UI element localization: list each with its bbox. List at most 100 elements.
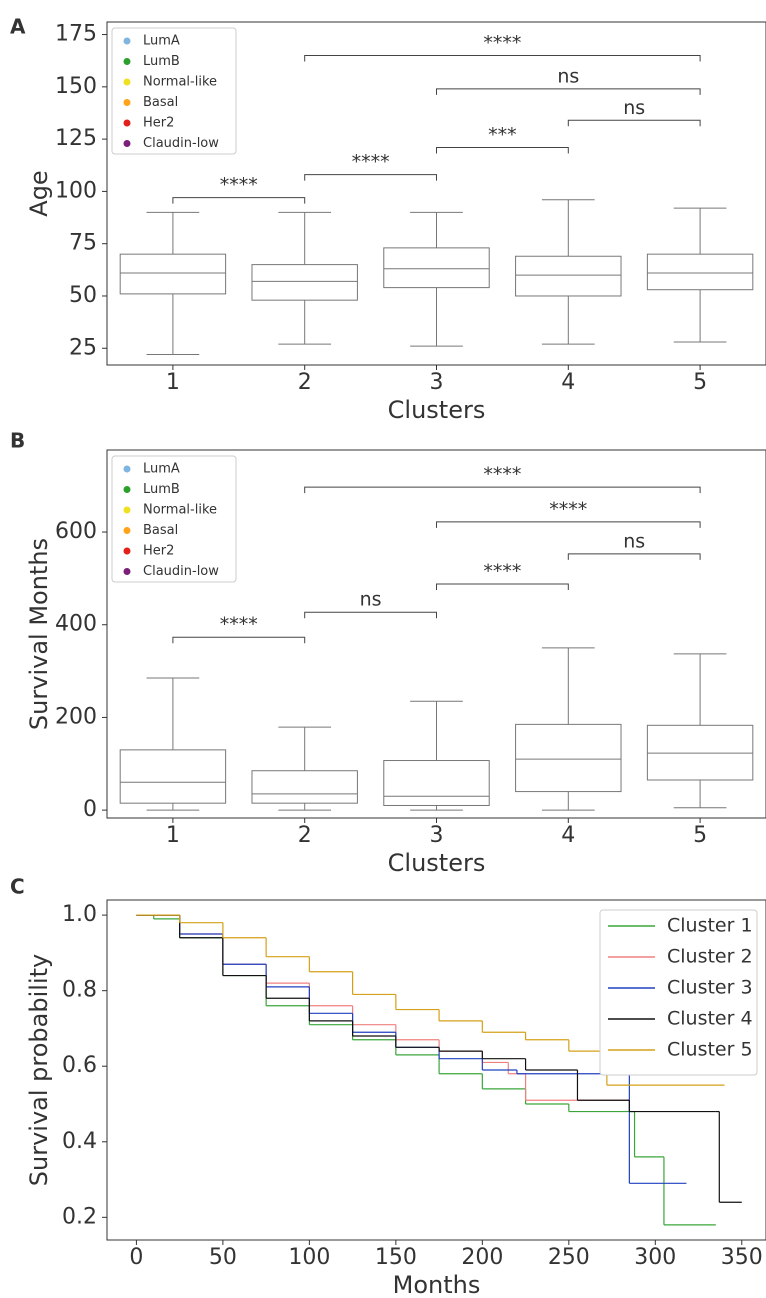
legend-marker [123, 119, 131, 127]
y-tick-label: 25 [69, 335, 97, 360]
significance-bracket [304, 611, 437, 619]
significance-bracket [304, 54, 701, 62]
panel-label: B [10, 429, 25, 453]
x-tick-label: 2 [298, 823, 312, 848]
legend-label: Basal [143, 523, 178, 538]
y-tick-label: 50 [69, 283, 97, 308]
legend-marker [123, 58, 131, 65]
x-tick-label: 100 [288, 1245, 330, 1270]
y-tick-label: 0 [83, 797, 97, 822]
x-axis-label: Clusters [388, 849, 486, 877]
significance-bracket [436, 521, 701, 528]
significance-label: ns [623, 530, 645, 552]
y-tick-label: 0.6 [62, 1053, 97, 1078]
significance-label: **** [220, 614, 258, 636]
box [251, 264, 358, 301]
legend-label: LumB [143, 482, 180, 497]
significance-label: ns [557, 65, 579, 87]
box [515, 255, 622, 297]
legend-label: Basal [143, 95, 178, 110]
significance-label: ns [623, 97, 645, 119]
legend-marker [123, 78, 131, 86]
legend-label: Her2 [143, 116, 174, 131]
plot-frame [106, 899, 766, 1241]
significance-bracket [304, 486, 701, 494]
legend-marker [123, 37, 131, 45]
y-axis-label: Survival Months [25, 538, 53, 730]
y-axis-label: Survival probability [25, 954, 53, 1186]
box [646, 253, 754, 291]
y-tick-label: 0.4 [62, 1129, 97, 1154]
legend-label: Normal-like [143, 75, 217, 90]
box [119, 749, 227, 804]
legend-label: Cluster 2 [667, 946, 753, 968]
y-tick-label: 100 [55, 178, 97, 203]
x-tick-label: 1 [166, 370, 180, 395]
significance-bracket [172, 197, 306, 204]
y-tick-label: 0.8 [62, 978, 97, 1003]
y-tick-label: 125 [55, 126, 97, 151]
significance-bracket [567, 119, 701, 127]
box [515, 723, 622, 793]
significance-label: **** [352, 151, 390, 173]
x-tick-label: 250 [548, 1245, 590, 1270]
legend-box [599, 909, 758, 1076]
y-tick-label: 1.0 [62, 902, 97, 927]
panel-label: C [10, 875, 25, 899]
legend-marker [123, 99, 131, 106]
x-tick-label: 5 [693, 823, 707, 848]
box [383, 247, 490, 289]
y-tick-label: 400 [55, 612, 97, 637]
x-tick-label: 150 [375, 1245, 417, 1270]
legend-label: Normal-like [143, 503, 217, 518]
x-tick-label: 3 [430, 823, 444, 848]
significance-label: ns [360, 589, 382, 611]
legend-label: Cluster 3 [667, 977, 753, 999]
x-tick-label: 350 [721, 1245, 763, 1270]
y-axis-label: Age [25, 170, 53, 216]
legend-marker [123, 486, 131, 493]
significance-label: **** [483, 464, 521, 486]
panel-label: A [10, 15, 26, 39]
legend-box [111, 455, 237, 583]
legend-label: Claudin-low [143, 564, 219, 579]
x-tick-label: 4 [561, 823, 575, 848]
y-tick-label: 0.2 [62, 1204, 97, 1229]
legend-label: Cluster 4 [667, 1008, 753, 1030]
significance-label: **** [220, 174, 258, 196]
y-tick-label: 175 [55, 22, 97, 47]
x-tick-label: 5 [693, 370, 707, 395]
legend-label: LumA [143, 462, 180, 477]
legend-marker [123, 506, 131, 514]
legend-marker [123, 568, 131, 575]
significance-bracket [436, 146, 569, 154]
x-tick-label: 0 [129, 1245, 143, 1270]
significance-label: **** [549, 498, 587, 520]
legend-label: LumA [143, 34, 180, 49]
legend-marker [123, 465, 131, 473]
x-tick-label: 2 [298, 370, 312, 395]
legend-label: Her2 [143, 544, 174, 559]
significance-bracket [436, 583, 569, 590]
significance-bracket [436, 88, 701, 95]
box [383, 760, 490, 806]
legend-box [111, 27, 237, 155]
significance-label: **** [483, 32, 521, 54]
legend-label: Cluster 5 [667, 1039, 753, 1061]
x-axis-label: Clusters [388, 396, 486, 424]
x-tick-label: 200 [461, 1245, 503, 1270]
x-tick-label: 50 [209, 1245, 237, 1270]
significance-bracket [172, 636, 306, 644]
y-tick-label: 600 [55, 519, 97, 544]
significance-label: *** [488, 124, 517, 146]
significance-label: **** [483, 560, 521, 582]
legend-marker [123, 547, 131, 555]
x-tick-label: 1 [166, 823, 180, 848]
box [251, 770, 358, 804]
box [119, 253, 227, 295]
x-axis-label: Months [393, 1271, 481, 1298]
x-tick-label: 3 [430, 370, 444, 395]
y-tick-label: 200 [55, 704, 97, 729]
x-tick-label: 4 [561, 370, 575, 395]
